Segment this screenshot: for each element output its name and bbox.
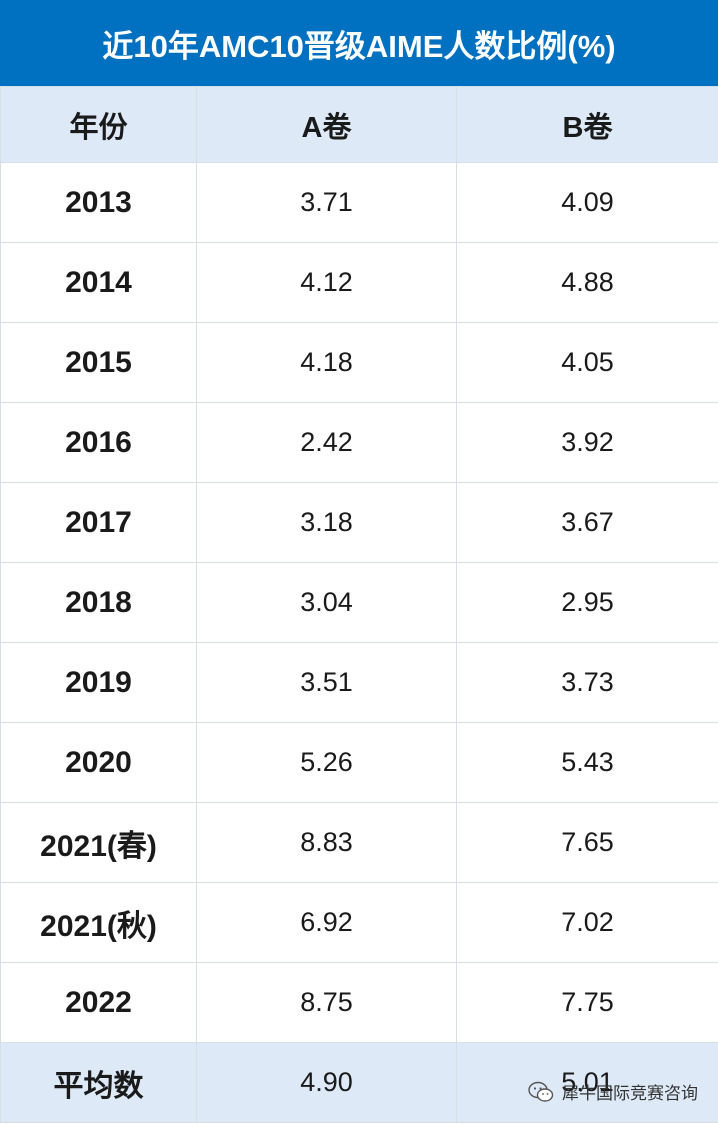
year-cell: 2022 <box>0 962 197 1043</box>
average-label: 平均数 <box>0 1042 197 1123</box>
table-row: 2016 2.42 3.92 <box>0 402 718 483</box>
year-cell: 2014 <box>0 242 197 323</box>
year-cell: 2019 <box>0 642 197 723</box>
b-value-cell: 5.43 <box>456 722 718 803</box>
table-row: 2018 3.04 2.95 <box>0 562 718 643</box>
b-value-cell: 2.95 <box>456 562 718 643</box>
average-row: 平均数 4.90 5.01 <box>0 1042 718 1123</box>
table-row: 2019 3.51 3.73 <box>0 642 718 723</box>
table-row: 2022 8.75 7.75 <box>0 962 718 1043</box>
b-value-cell: 7.02 <box>456 882 718 963</box>
wechat-icon <box>528 1081 554 1102</box>
year-cell: 2015 <box>0 322 197 403</box>
header-year: 年份 <box>0 86 197 163</box>
table-row: 2021(春) 8.83 7.65 <box>0 802 718 883</box>
year-cell: 2020 <box>0 722 197 803</box>
header-row: 年份 A卷 B卷 <box>0 86 718 163</box>
table-title: 近10年AMC10晋级AIME人数比例(%) <box>0 0 718 86</box>
year-cell: 2013 <box>0 162 197 243</box>
table-row: 2013 3.71 4.09 <box>0 162 718 243</box>
a-value-cell: 3.04 <box>196 562 457 643</box>
average-b-value: 5.01 <box>456 1042 718 1123</box>
year-cell: 2016 <box>0 402 197 483</box>
a-value-cell: 3.18 <box>196 482 457 563</box>
table-row: 2017 3.18 3.67 <box>0 482 718 563</box>
b-value-cell: 3.67 <box>456 482 718 563</box>
table-row: 2014 4.12 4.88 <box>0 242 718 323</box>
b-value-cell: 7.65 <box>456 802 718 883</box>
a-value-cell: 8.83 <box>196 802 457 883</box>
year-cell: 2021(秋) <box>0 882 197 963</box>
header-a: A卷 <box>196 86 457 163</box>
a-value-cell: 2.42 <box>196 402 457 483</box>
table-row: 2021(秋) 6.92 7.02 <box>0 882 718 963</box>
watermark: 犀牛国际竞赛咨询 <box>528 1079 698 1104</box>
data-table: 年份 A卷 B卷 2013 3.71 4.09 2014 4.12 4.88 2… <box>0 86 718 1123</box>
b-value-cell: 7.75 <box>456 962 718 1043</box>
a-value-cell: 3.51 <box>196 642 457 723</box>
header-b: B卷 <box>456 86 718 163</box>
a-value-cell: 8.75 <box>196 962 457 1043</box>
b-value-cell: 4.05 <box>456 322 718 403</box>
year-cell: 2017 <box>0 482 197 563</box>
a-value-cell: 5.26 <box>196 722 457 803</box>
a-value-cell: 6.92 <box>196 882 457 963</box>
table-row: 2020 5.26 5.43 <box>0 722 718 803</box>
watermark-text: 犀牛国际竞赛咨询 <box>562 1084 698 1103</box>
a-value-cell: 4.18 <box>196 322 457 403</box>
a-value-cell: 4.12 <box>196 242 457 323</box>
year-cell: 2021(春) <box>0 802 197 883</box>
b-value-cell: 3.92 <box>456 402 718 483</box>
year-cell: 2018 <box>0 562 197 643</box>
a-value-cell: 3.71 <box>196 162 457 243</box>
b-value-cell: 4.09 <box>456 162 718 243</box>
b-value-cell: 4.88 <box>456 242 718 323</box>
b-value-cell: 3.73 <box>456 642 718 723</box>
table-row: 2015 4.18 4.05 <box>0 322 718 403</box>
average-a-value: 4.90 <box>196 1042 457 1123</box>
